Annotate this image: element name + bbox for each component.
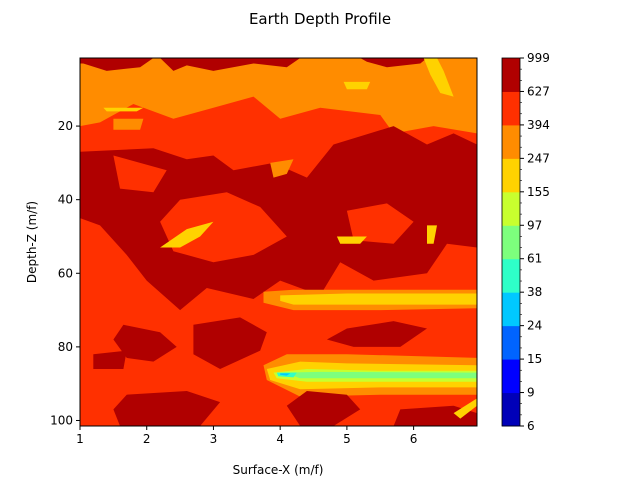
contour-regions: [80, 58, 477, 426]
contour-region-28: [113, 391, 221, 426]
chart-title: Earth Depth Profile: [249, 10, 391, 28]
colorbar-segment: [502, 292, 520, 327]
colorbar-tick-label: 9: [527, 386, 535, 400]
contour-region-3: [360, 58, 427, 68]
colorbar-segment: [502, 325, 520, 360]
colorbar-segment: [502, 91, 520, 126]
colorbar-tick-label: 999: [527, 51, 550, 65]
x-tick-label: 1: [76, 432, 84, 446]
colorbar-tick-label: 394: [527, 118, 550, 132]
contour-region-15: [270, 159, 294, 178]
y-axis-label: Depth-Z (m/f): [25, 201, 39, 283]
colorbar: 6 9 15 24 38 61 97 155 247 394 627 999: [501, 51, 550, 433]
contour-region-12: [336, 236, 367, 244]
contour-region-2: [160, 58, 301, 71]
y-axis: 20 40 60 80 100: [50, 119, 80, 427]
contour-region-30: [393, 405, 477, 426]
colorbar-tick-label: 155: [527, 185, 550, 199]
contour-region-14: [113, 118, 144, 130]
contour-region-21: [93, 350, 127, 369]
colorbar-segment: [502, 58, 520, 92]
contour-region-25: [283, 371, 477, 379]
contour-region-13: [427, 225, 437, 244]
colorbar-segment: [502, 225, 520, 260]
colorbar-segment: [502, 124, 520, 159]
contour-region-1: [80, 58, 154, 71]
colorbar-segment: [502, 258, 520, 293]
contour-region-11: [160, 221, 214, 248]
contour-region-31: [453, 398, 477, 419]
contour-region-5: [103, 107, 144, 112]
y-tick-label: 20: [58, 119, 73, 133]
colorbar-tick-label: 24: [527, 319, 542, 333]
contour-region-0: [80, 58, 477, 134]
contour-region-18: [113, 324, 177, 362]
plot-frame: [79, 57, 478, 427]
x-tick-label: 3: [210, 432, 218, 446]
colorbar-frame: [501, 57, 521, 427]
contour-region-9: [346, 203, 414, 244]
contour-region-27: [280, 373, 291, 376]
y-tick-label: 100: [50, 413, 73, 427]
x-tick-label: 5: [343, 432, 351, 446]
x-tick-label: 6: [410, 432, 418, 446]
y-tick-label: 60: [58, 266, 73, 280]
colorbar-segment: [502, 158, 520, 193]
colorbar-tick-label: 627: [527, 84, 550, 98]
colorbar-tick-label: 15: [527, 352, 542, 366]
contour-region-6: [343, 81, 371, 90]
contour-region-10: [113, 155, 167, 193]
contour-region-8: [160, 192, 287, 263]
contour-region-17: [280, 293, 477, 305]
colorbar-tick-label: 61: [527, 252, 542, 266]
colorbar-tick-label: 247: [527, 151, 550, 165]
colorbar-tick-label: 6: [527, 419, 535, 433]
contour-region-29: [286, 391, 361, 426]
x-tick-label: 2: [143, 432, 151, 446]
x-axis: 1 2 3 4 5 6: [76, 426, 417, 446]
y-tick-label: 80: [58, 340, 73, 354]
colorbar-segment: [502, 359, 520, 394]
y-tick-label: 40: [58, 193, 73, 207]
x-tick-label: 4: [276, 432, 284, 446]
contour-region-19: [193, 317, 267, 369]
colorbar-tick-label: 97: [527, 218, 542, 232]
contour-region-7: [80, 126, 477, 311]
x-axis-label: Surface-X (m/f): [233, 463, 324, 477]
colorbar-segment: [502, 191, 520, 226]
contour-region-20: [326, 321, 427, 347]
colorbar-tick-label: 38: [527, 285, 542, 299]
contour-region-4: [423, 58, 454, 97]
colorbar-segment: [502, 392, 520, 427]
